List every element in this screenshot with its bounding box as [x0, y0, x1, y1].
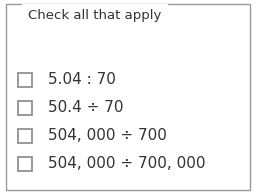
- Text: Check all that apply: Check all that apply: [28, 10, 161, 22]
- Bar: [18, 73, 32, 87]
- Text: 504, 000 ÷ 700, 000: 504, 000 ÷ 700, 000: [48, 157, 206, 171]
- Bar: [18, 101, 32, 115]
- Text: 5.04 : 70: 5.04 : 70: [48, 73, 116, 88]
- Text: 50.4 ÷ 70: 50.4 ÷ 70: [48, 100, 123, 115]
- Text: 504, 000 ÷ 700: 504, 000 ÷ 700: [48, 129, 167, 144]
- Bar: [18, 157, 32, 171]
- Bar: [18, 129, 32, 143]
